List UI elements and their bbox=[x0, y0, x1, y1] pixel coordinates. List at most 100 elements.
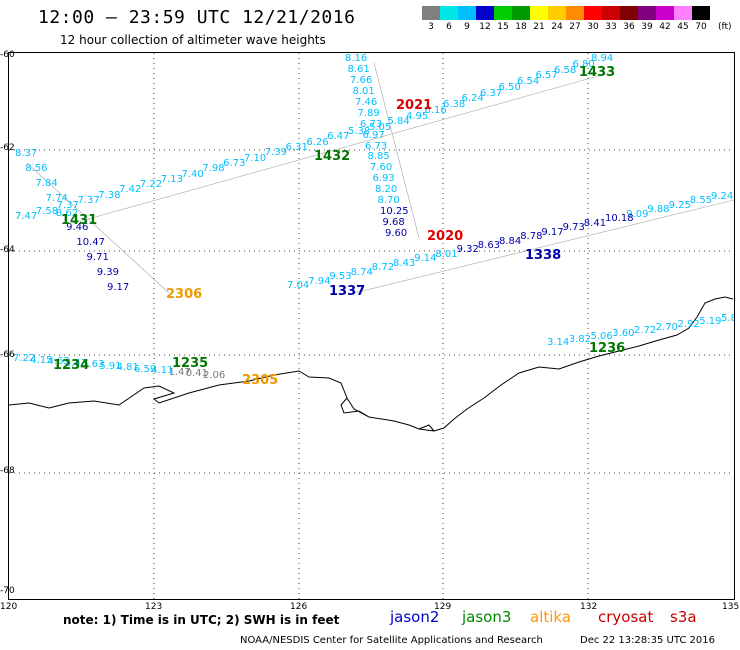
color-scale-tick: 21 bbox=[533, 22, 545, 32]
track-id-label: 2306 bbox=[166, 287, 203, 302]
wave-height-value: 7.04 bbox=[287, 280, 310, 291]
wave-height-value: 4.95 bbox=[406, 110, 429, 122]
wave-height-value: 6.37 bbox=[480, 87, 503, 99]
latitude-label: -62 bbox=[0, 143, 15, 153]
wave-height-value: 5.06 bbox=[590, 331, 613, 342]
wave-height-value: 2.92 bbox=[677, 319, 700, 330]
wave-height-value: 0.41 bbox=[185, 368, 208, 380]
wave-height-value: 8.62 bbox=[55, 207, 79, 219]
color-scale-tick: 30 bbox=[587, 22, 599, 32]
wave-height-value: 5.91 bbox=[99, 360, 122, 372]
wave-height-value: 5.43 bbox=[64, 357, 88, 369]
longitude-label: 123 bbox=[145, 602, 163, 612]
wave-height-value: 2.06 bbox=[203, 370, 226, 381]
wave-height-value: 3.14 bbox=[547, 337, 570, 348]
track-line-1432 bbox=[73, 72, 610, 224]
latitude-label: -70 bbox=[0, 586, 15, 596]
wave-height-value: 7.46 bbox=[355, 96, 378, 108]
wave-height-value: 7.22 bbox=[139, 179, 163, 191]
latitude-label: -64 bbox=[0, 245, 15, 255]
wave-height-value: 10.18 bbox=[605, 213, 634, 225]
wave-height-value: 9.88 bbox=[647, 204, 670, 216]
color-swatch bbox=[458, 6, 476, 20]
wave-height-value: 2.70 bbox=[655, 322, 679, 333]
track-id-label: 1236 bbox=[589, 341, 626, 356]
wave-height-value: 4.63 bbox=[47, 356, 70, 368]
wave-height-value: 8.01 bbox=[352, 85, 375, 97]
wave-height-value: 6.59 bbox=[133, 363, 157, 375]
color-swatch bbox=[530, 6, 548, 20]
satellite-jason2: jason2 bbox=[390, 608, 440, 626]
longitude-label: 120 bbox=[0, 602, 18, 612]
wave-height-value: 7.38 bbox=[98, 189, 121, 201]
wave-height-value: 6.58 bbox=[554, 64, 577, 76]
wave-height-value: 9.60 bbox=[385, 228, 408, 239]
color-scale-tick: 42 bbox=[659, 22, 671, 32]
track-id-label: 1337 bbox=[329, 284, 366, 299]
wave-height-value: 6.97 bbox=[362, 129, 385, 141]
wave-height-value: 9.53 bbox=[329, 271, 352, 283]
satellite-cryosat: cryosat bbox=[598, 608, 654, 626]
wave-height-value: 8.85 bbox=[367, 151, 390, 163]
wave-height-value: 6.26 bbox=[306, 136, 329, 148]
wave-height-value: 3.60 bbox=[612, 328, 635, 339]
wave-height-value: 7.74 bbox=[45, 192, 68, 204]
wave-height-value: 5.8 bbox=[721, 313, 734, 324]
wave-height-value: 6.16 bbox=[424, 104, 447, 116]
wave-height-value: 9.17 bbox=[107, 282, 130, 293]
map-title: 12:00 – 23:59 UTC 12/21/2016 bbox=[38, 7, 356, 28]
track-id-label: 2020 bbox=[427, 229, 464, 244]
color-scale-tick: 39 bbox=[641, 22, 653, 32]
color-scale-tick: 70 bbox=[695, 22, 707, 32]
wave-height-value: 7.13 bbox=[160, 173, 183, 185]
color-scale-labels: 3 6 9 12 15 18 21 24 27 30 33 36 39 42 45 70 bbox=[422, 22, 710, 32]
wave-height-value: 8.43 bbox=[393, 257, 416, 269]
track-id-label: 1235 bbox=[172, 356, 209, 371]
longitude-label: 135 bbox=[722, 602, 740, 612]
color-scale-tick: 36 bbox=[623, 22, 635, 32]
wave-height-value: 6.47 bbox=[327, 131, 350, 143]
color-scale-tick: 27 bbox=[569, 22, 581, 32]
wave-height-value: 7.94 bbox=[308, 275, 331, 287]
wave-height-value: 6.57 bbox=[535, 70, 558, 82]
color-scale-tick: 6 bbox=[446, 22, 452, 32]
wave-height-value: 9.14 bbox=[414, 253, 437, 265]
map-note: note: 1) Time is in UTC; 2) SWH is in fe… bbox=[63, 613, 340, 627]
wave-height-value: 1.47 bbox=[168, 366, 191, 378]
wave-height-value: 6.80 bbox=[572, 58, 595, 70]
color-scale-unit: (ft) bbox=[718, 22, 732, 32]
track-id-label: 1234 bbox=[53, 358, 90, 373]
wave-height-value: 5.19 bbox=[699, 316, 722, 327]
wave-height-value: 7.37 bbox=[77, 195, 100, 207]
wave-height-value: 7.40 bbox=[181, 168, 204, 180]
color-scale-tick: 3 bbox=[428, 22, 434, 32]
wave-height-value: 9.24 bbox=[711, 191, 734, 202]
wave-height-value: 9.68 bbox=[382, 217, 405, 229]
wave-height-value: 8.74 bbox=[350, 266, 373, 278]
wave-height-value: 8.94 bbox=[591, 53, 614, 64]
graticule bbox=[9, 53, 734, 599]
footer-credit: NOAA/NESDIS Center for Satellite Applica… bbox=[240, 635, 543, 646]
wave-height-value: 7.22 bbox=[13, 353, 36, 364]
color-swatch bbox=[584, 6, 602, 20]
latitude-label: -66 bbox=[0, 350, 15, 360]
satellite-altika: altika bbox=[530, 608, 572, 626]
wave-height-value: 8.70 bbox=[377, 195, 400, 207]
track-id-label: 1433 bbox=[579, 65, 616, 80]
color-swatch bbox=[440, 6, 458, 20]
satellite-jason3: jason3 bbox=[462, 608, 512, 626]
wave-height-value: 8.16 bbox=[345, 53, 368, 64]
wave-height-value: 8.37 bbox=[15, 148, 38, 159]
wave-height-value: 7.10 bbox=[243, 152, 267, 164]
wave-height-value: 6.31 bbox=[285, 141, 308, 153]
wave-height-value: 9.09 bbox=[626, 208, 649, 220]
wave-height-value: 8.20 bbox=[375, 184, 398, 196]
wave-height-value: 9.73 bbox=[562, 222, 585, 234]
track-line-1431 bbox=[26, 162, 170, 294]
track-line-1338 bbox=[353, 199, 734, 294]
map-svg bbox=[9, 53, 734, 599]
wave-height-value: 8.56 bbox=[25, 162, 48, 174]
wave-height-value: 7.66 bbox=[350, 74, 373, 86]
wave-height-value: 7.98 bbox=[202, 163, 225, 175]
track-id-label: 1431 bbox=[61, 213, 98, 228]
